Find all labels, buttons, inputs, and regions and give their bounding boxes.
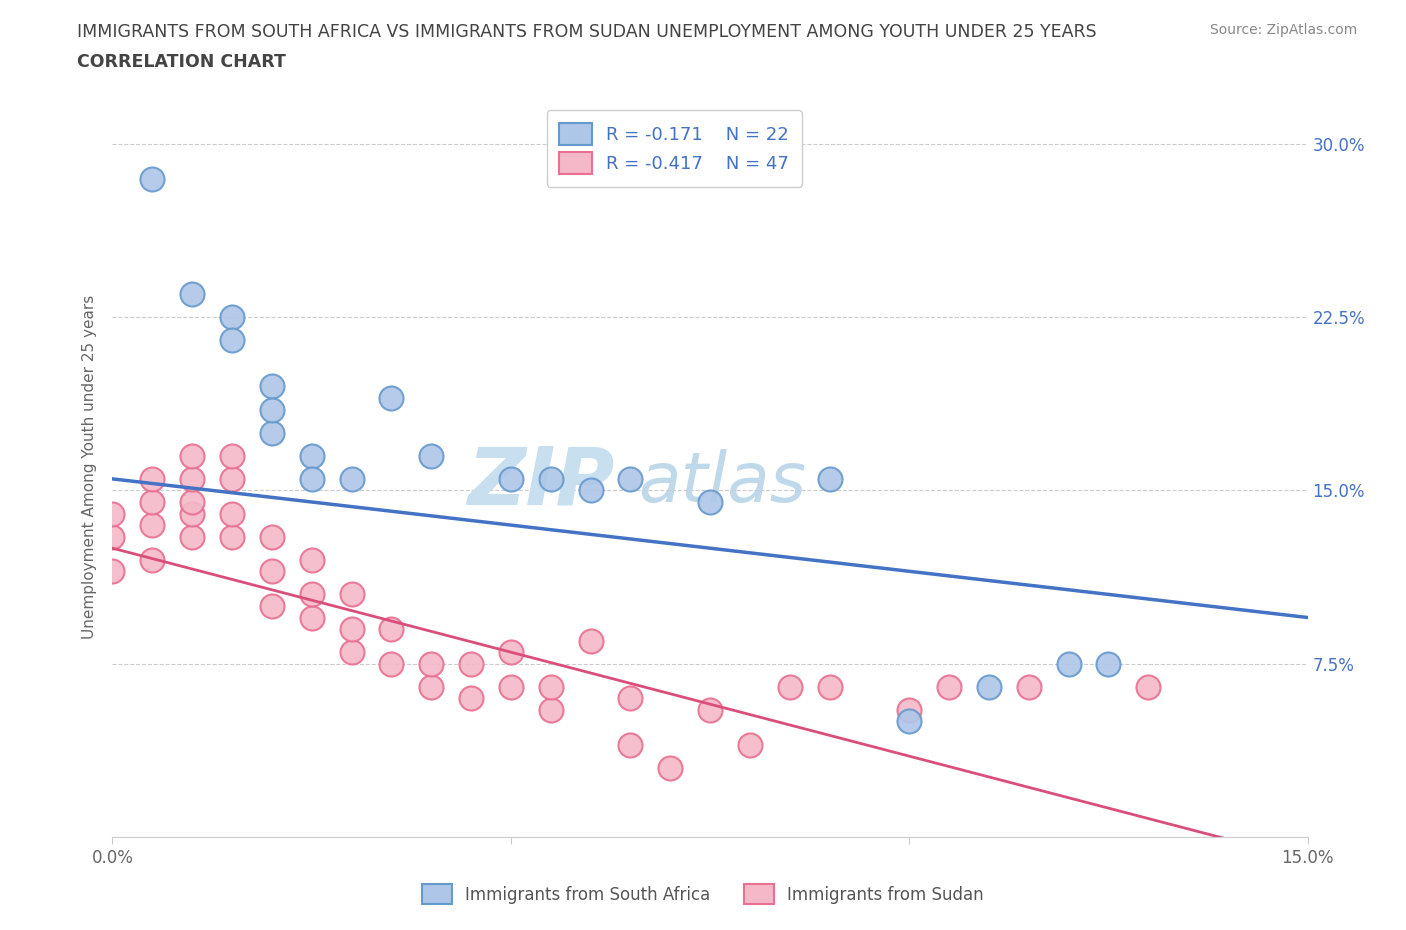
Point: [101, 506, 124, 521]
Point: [340, 621, 363, 636]
Point: [221, 506, 243, 521]
Point: [141, 171, 163, 186]
Point: [540, 472, 562, 486]
Point: [340, 472, 363, 486]
Point: [499, 644, 522, 659]
Point: [619, 737, 641, 752]
Point: [420, 657, 443, 671]
Y-axis label: Unemployment Among Youth under 25 years: Unemployment Among Youth under 25 years: [82, 295, 97, 640]
Point: [181, 448, 204, 463]
Point: [619, 472, 641, 486]
Point: [540, 680, 562, 695]
Point: [301, 472, 323, 486]
Point: [499, 472, 522, 486]
Point: [301, 610, 323, 625]
Point: [380, 621, 402, 636]
Point: [221, 529, 243, 544]
Point: [420, 448, 443, 463]
Point: [181, 472, 204, 486]
Point: [141, 472, 163, 486]
Point: [699, 702, 721, 717]
Point: [141, 518, 163, 533]
Point: [779, 680, 801, 695]
Point: [1018, 680, 1040, 695]
Point: [818, 472, 841, 486]
Point: [260, 564, 283, 578]
Point: [221, 310, 243, 325]
Point: [260, 402, 283, 417]
Point: [619, 691, 641, 706]
Point: [938, 680, 960, 695]
Legend: Immigrants from South Africa, Immigrants from Sudan: Immigrants from South Africa, Immigrants…: [412, 874, 994, 914]
Point: [1137, 680, 1160, 695]
Point: [499, 680, 522, 695]
Point: [738, 737, 761, 752]
Point: [380, 391, 402, 405]
Point: [579, 633, 602, 648]
Point: [221, 472, 243, 486]
Point: [301, 448, 323, 463]
Point: [181, 495, 204, 510]
Point: [380, 657, 402, 671]
Point: [898, 702, 921, 717]
Point: [579, 483, 602, 498]
Point: [301, 552, 323, 567]
Point: [260, 379, 283, 394]
Point: [460, 691, 482, 706]
Point: [301, 587, 323, 602]
Point: [141, 495, 163, 510]
Point: [340, 644, 363, 659]
Point: [460, 657, 482, 671]
Point: [340, 587, 363, 602]
Point: [221, 448, 243, 463]
Point: [420, 680, 443, 695]
Point: [101, 529, 124, 544]
Legend: R = -0.171    N = 22, R = -0.417    N = 47: R = -0.171 N = 22, R = -0.417 N = 47: [547, 111, 801, 187]
Point: [221, 333, 243, 348]
Point: [181, 286, 204, 301]
Point: [898, 714, 921, 729]
Point: [659, 760, 682, 775]
Point: [260, 425, 283, 440]
Point: [977, 680, 1000, 695]
Point: [818, 680, 841, 695]
Point: [181, 529, 204, 544]
Text: Source: ZipAtlas.com: Source: ZipAtlas.com: [1209, 23, 1357, 37]
Point: [260, 529, 283, 544]
Point: [181, 506, 204, 521]
Point: [1097, 657, 1119, 671]
Text: ZIP: ZIP: [467, 443, 614, 521]
Point: [540, 702, 562, 717]
Point: [1057, 657, 1080, 671]
Text: IMMIGRANTS FROM SOUTH AFRICA VS IMMIGRANTS FROM SUDAN UNEMPLOYMENT AMONG YOUTH U: IMMIGRANTS FROM SOUTH AFRICA VS IMMIGRAN…: [77, 23, 1097, 41]
Point: [260, 599, 283, 614]
Text: CORRELATION CHART: CORRELATION CHART: [77, 53, 287, 71]
Point: [699, 495, 721, 510]
Point: [141, 552, 163, 567]
Point: [101, 564, 124, 578]
Text: atlas: atlas: [638, 448, 806, 515]
